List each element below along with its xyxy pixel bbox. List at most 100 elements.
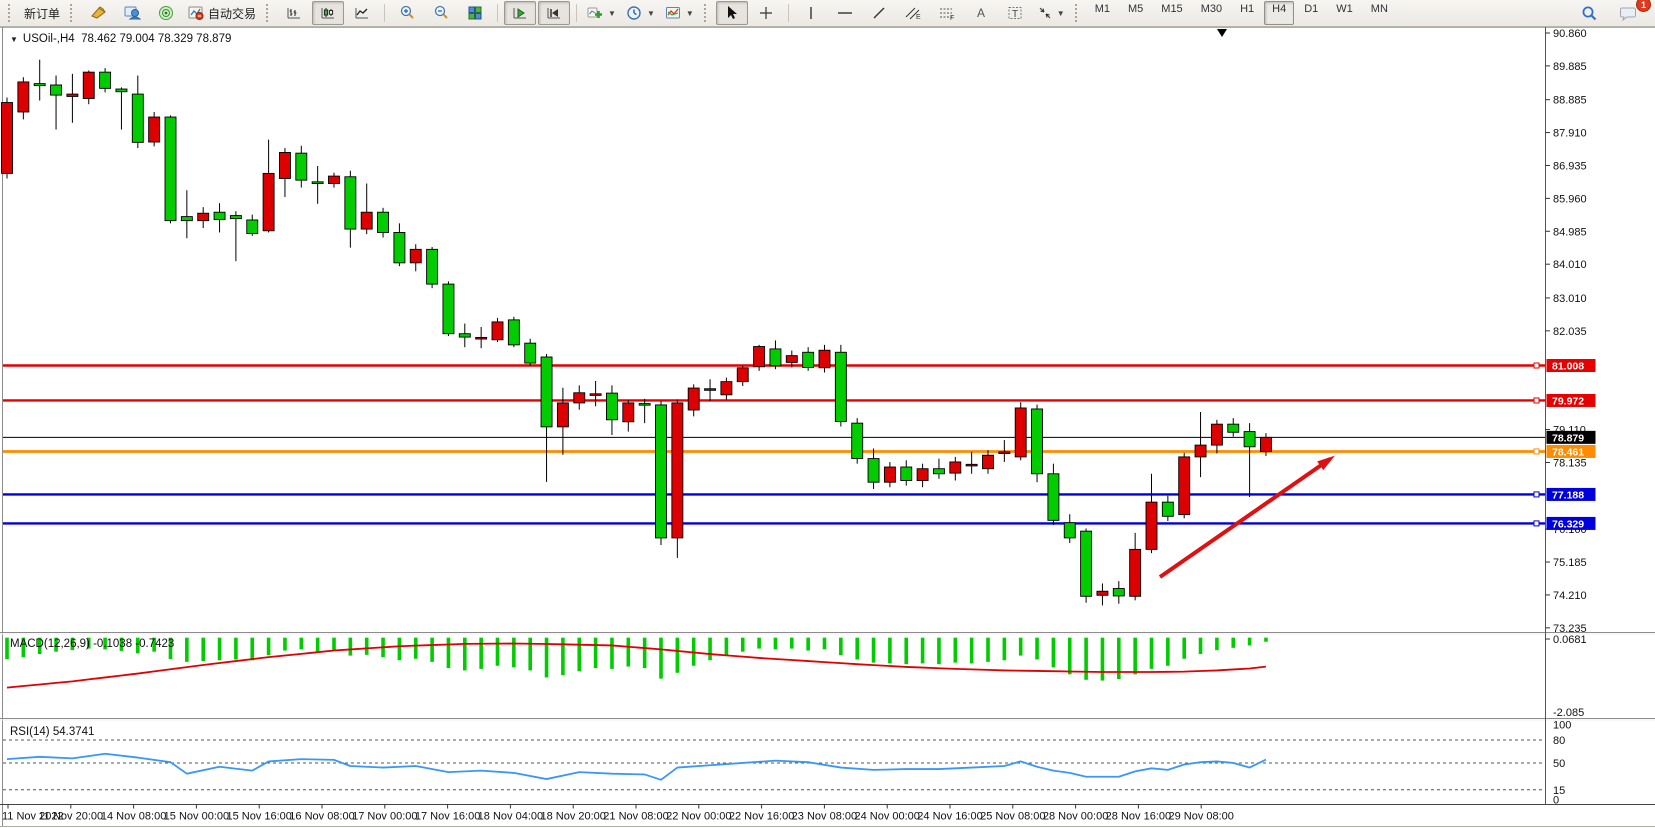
- bull-candle[interactable]: [17, 81, 30, 113]
- bear-candle[interactable]: [524, 342, 537, 364]
- bar-chart-mode-button[interactable]: [278, 1, 310, 25]
- bear-candle[interactable]: [1080, 530, 1093, 597]
- line-handle[interactable]: [1533, 491, 1540, 498]
- bull-candle[interactable]: [998, 451, 1011, 454]
- chart-title[interactable]: ▼ USOil-,H4 78.462 79.004 78.329 78.879: [10, 33, 231, 45]
- bull-candle[interactable]: [1194, 444, 1207, 458]
- cursor-tool-button[interactable]: [715, 1, 748, 25]
- fibonacci-tool-button[interactable]: F: [931, 1, 963, 25]
- timeframe-w1-button[interactable]: W1: [1336, 3, 1353, 15]
- text-tool-button[interactable]: A: [965, 1, 997, 25]
- bear-candle[interactable]: [1243, 431, 1256, 448]
- bull-candle[interactable]: [818, 349, 831, 369]
- bull-candle[interactable]: [360, 211, 373, 230]
- chart-shift-button[interactable]: [538, 1, 571, 25]
- line-handle[interactable]: [1533, 397, 1540, 404]
- timeframe-h1-button[interactable]: H1: [1240, 3, 1255, 15]
- brush-button[interactable]: [82, 1, 114, 25]
- bear-candle[interactable]: [33, 83, 46, 87]
- bull-candle[interactable]: [279, 152, 291, 179]
- bear-candle[interactable]: [213, 211, 226, 221]
- new-order-button[interactable]: 新订单: [20, 1, 64, 25]
- bull-candle[interactable]: [736, 367, 749, 383]
- bear-candle[interactable]: [769, 348, 782, 367]
- timeframe-m1-button[interactable]: M1: [1094, 3, 1110, 15]
- bull-candle[interactable]: [1129, 548, 1142, 597]
- bull-candle[interactable]: [949, 461, 962, 474]
- bear-candle[interactable]: [344, 176, 357, 230]
- signals-button[interactable]: [150, 1, 182, 25]
- bull-candle[interactable]: [589, 393, 602, 396]
- timeframe-m30-button[interactable]: M30: [1200, 3, 1223, 15]
- bull-candle[interactable]: [982, 454, 994, 470]
- tile-windows-button[interactable]: [459, 1, 491, 25]
- bear-candle[interactable]: [246, 219, 259, 234]
- price-chart-canvas[interactable]: 90.860 89.885 88.885 87.910 86.935 85.960 84.9…: [0, 27, 1655, 828]
- bull-candle[interactable]: [1210, 423, 1223, 446]
- trendline-tool-button[interactable]: [863, 1, 895, 25]
- bull-candle[interactable]: [409, 248, 422, 264]
- autoscroll-button[interactable]: [504, 1, 537, 25]
- bear-candle[interactable]: [507, 319, 520, 346]
- chart-dropdown-icon[interactable]: ▼: [10, 35, 18, 44]
- bull-candle[interactable]: [1014, 407, 1027, 458]
- zoom-out-button[interactable]: [425, 1, 457, 25]
- timeframe-d1-button[interactable]: D1: [1304, 3, 1319, 15]
- bull-candle[interactable]: [965, 463, 978, 467]
- bull-candle[interactable]: [720, 381, 733, 396]
- bull-candle[interactable]: [883, 466, 896, 483]
- bear-candle[interactable]: [655, 404, 667, 539]
- candlestick-mode-button[interactable]: [312, 1, 345, 25]
- bull-candle[interactable]: [148, 116, 161, 143]
- bull-candle[interactable]: [82, 71, 95, 99]
- autotrading-button[interactable]: 自动交易: [184, 1, 260, 25]
- bear-candle[interactable]: [1161, 501, 1174, 517]
- bear-candle[interactable]: [867, 458, 880, 483]
- bear-candle[interactable]: [802, 351, 815, 368]
- trend-arrow-line[interactable]: [1158, 457, 1332, 579]
- bear-candle[interactable]: [900, 466, 913, 481]
- line-chart-mode-button[interactable]: [346, 1, 378, 25]
- bear-candle[interactable]: [1227, 423, 1240, 433]
- bear-candle[interactable]: [540, 356, 553, 428]
- bull-candle[interactable]: [1096, 590, 1109, 596]
- bear-candle[interactable]: [1063, 522, 1076, 539]
- bear-candle[interactable]: [1112, 588, 1125, 597]
- channel-tool-button[interactable]: E: [897, 1, 929, 25]
- bull-candle[interactable]: [1259, 436, 1272, 452]
- bull-candle[interactable]: [916, 468, 929, 481]
- bear-candle[interactable]: [458, 333, 471, 338]
- bear-candle[interactable]: [933, 468, 945, 475]
- chart-shift-marker[interactable]: [1217, 29, 1227, 37]
- bear-candle[interactable]: [638, 403, 651, 406]
- bull-candle[interactable]: [1, 102, 13, 174]
- bear-candle[interactable]: [99, 71, 112, 89]
- line-handle[interactable]: [1533, 448, 1540, 455]
- bull-candle[interactable]: [262, 172, 275, 232]
- bear-candle[interactable]: [393, 232, 406, 264]
- bull-candle[interactable]: [671, 402, 684, 539]
- bear-candle[interactable]: [131, 93, 144, 143]
- bull-candle[interactable]: [622, 402, 635, 423]
- search-button[interactable]: [1573, 1, 1605, 25]
- bear-candle[interactable]: [1031, 408, 1044, 475]
- bear-candle[interactable]: [229, 215, 242, 220]
- notifications-button[interactable]: 1: [1613, 0, 1651, 25]
- bear-candle[interactable]: [295, 152, 308, 181]
- bull-candle[interactable]: [1178, 456, 1191, 516]
- timeframe-mn-button[interactable]: MN: [1370, 3, 1388, 15]
- bear-candle[interactable]: [164, 116, 177, 222]
- bull-candle[interactable]: [687, 387, 700, 411]
- profile-button[interactable]: [116, 1, 148, 25]
- bull-candle[interactable]: [197, 212, 210, 222]
- bear-candle[interactable]: [377, 211, 389, 233]
- vertical-line-tool-button[interactable]: [795, 1, 827, 25]
- template-button[interactable]: ▼: [661, 1, 698, 25]
- bull-candle[interactable]: [66, 93, 79, 97]
- bull-candle[interactable]: [785, 355, 798, 363]
- bear-candle[interactable]: [834, 351, 847, 422]
- line-handle[interactable]: [1533, 362, 1540, 369]
- zoom-in-button[interactable]: [391, 1, 423, 25]
- arrows-tool-button[interactable]: ▼: [1033, 1, 1069, 25]
- text-label-tool-button[interactable]: T: [999, 1, 1031, 25]
